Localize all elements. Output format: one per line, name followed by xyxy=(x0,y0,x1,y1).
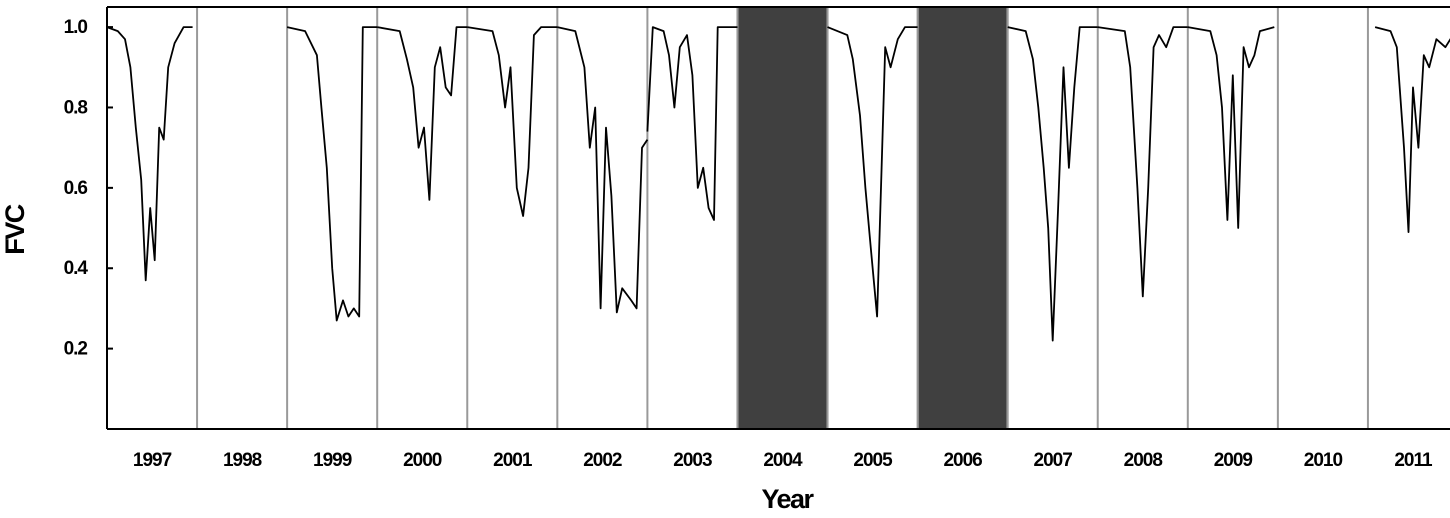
x-tick-label-1999: 1999 xyxy=(313,450,352,471)
x-tick-label-2011: 2011 xyxy=(1394,450,1433,471)
series-line-2003 xyxy=(646,26,738,221)
labels-layer: 0.2 0.4 0.6 0.8 1.0 1997 1998 1999 2000 2001 2002 2… xyxy=(0,17,1434,514)
series-line-2005 xyxy=(827,26,918,318)
series-line-2000 xyxy=(377,26,468,201)
x-tick-label-2000: 2000 xyxy=(403,450,442,471)
y-tick-label-0.4: 0.4 xyxy=(64,258,89,279)
x-tick-label-2007: 2007 xyxy=(1034,450,1073,471)
series-line-2002 xyxy=(557,26,649,314)
series-line-1999 xyxy=(286,26,378,322)
series-line-layer xyxy=(106,26,1450,342)
series-line-2007 xyxy=(1007,26,1098,342)
y-tick-label-0.6: 0.6 xyxy=(64,178,88,199)
x-tick-label-1998: 1998 xyxy=(223,450,262,471)
series-line-2009 xyxy=(1187,26,1275,229)
x-tick-label-2009: 2009 xyxy=(1214,450,1253,471)
x-tick-label-2002: 2002 xyxy=(583,450,622,471)
x-tick-label-2001: 2001 xyxy=(493,450,533,471)
y-tick-label-0.8: 0.8 xyxy=(64,97,88,118)
x-axis-title: Year xyxy=(761,484,814,514)
year-separators-layer xyxy=(196,7,1369,429)
y-tick-label-1.0: 1.0 xyxy=(64,17,88,38)
series-line-1997 xyxy=(106,26,193,282)
shaded-year-2004 xyxy=(738,7,827,429)
y-tick-label-0.2: 0.2 xyxy=(64,339,88,360)
y-axis-title: FVC xyxy=(0,204,30,255)
axes-layer xyxy=(106,6,1450,430)
x-tick-label-2004: 2004 xyxy=(763,450,803,471)
series-line-2001 xyxy=(467,26,558,217)
series-line-2008 xyxy=(1097,26,1188,298)
shaded-years-layer xyxy=(738,7,1007,429)
x-tick-label-2003: 2003 xyxy=(673,450,712,471)
x-tick-label-2006: 2006 xyxy=(943,450,982,471)
series-line-2011 xyxy=(1374,26,1450,233)
x-tick-label-1997: 1997 xyxy=(133,450,172,471)
shaded-year-2006 xyxy=(918,7,1007,429)
x-tick-label-2010: 2010 xyxy=(1304,450,1343,471)
x-tick-label-2008: 2008 xyxy=(1124,450,1163,471)
x-tick-label-2005: 2005 xyxy=(853,450,893,471)
